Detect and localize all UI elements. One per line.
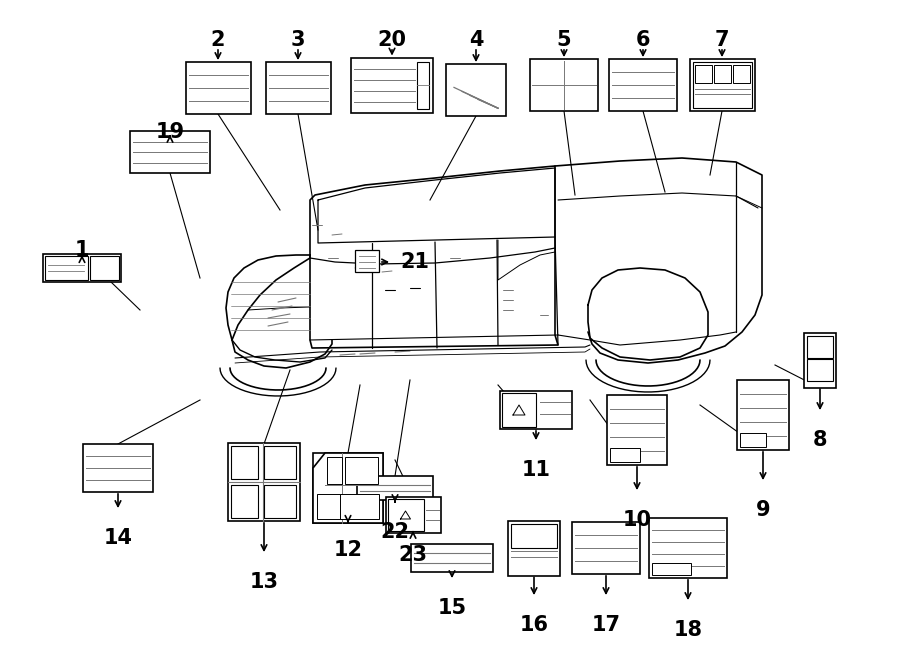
Bar	[351, 58, 433, 112]
Bar	[607, 395, 667, 465]
Bar	[317, 494, 341, 519]
Bar	[327, 457, 342, 484]
Bar	[357, 476, 433, 500]
Bar	[264, 485, 296, 518]
Text: 4: 4	[469, 30, 483, 50]
Bar	[572, 522, 640, 574]
Text: 9: 9	[756, 500, 770, 520]
Bar	[714, 65, 731, 83]
Bar	[511, 524, 557, 548]
Text: 22: 22	[381, 522, 410, 542]
Bar	[807, 336, 833, 358]
Text: 17: 17	[591, 615, 620, 635]
Text: 14: 14	[104, 528, 132, 548]
Text: 5: 5	[557, 30, 572, 50]
Text: 1: 1	[75, 240, 89, 260]
Bar	[185, 62, 250, 114]
Text: 15: 15	[437, 598, 466, 618]
Bar	[313, 453, 383, 523]
Polygon shape	[313, 453, 383, 523]
Text: 6: 6	[635, 30, 650, 50]
Bar	[228, 443, 300, 521]
Bar	[733, 65, 750, 83]
Bar	[411, 544, 493, 572]
Text: 16: 16	[519, 615, 548, 635]
Bar	[649, 518, 727, 578]
Bar	[502, 393, 536, 427]
Bar	[446, 64, 506, 116]
Bar	[804, 332, 836, 387]
Bar	[231, 485, 258, 518]
Bar	[231, 446, 258, 479]
Bar	[609, 59, 677, 111]
Bar	[90, 256, 120, 280]
Bar	[500, 391, 572, 429]
Bar	[266, 62, 330, 114]
Bar	[345, 457, 378, 484]
Bar	[45, 256, 88, 280]
Bar	[388, 499, 424, 531]
Text: 19: 19	[156, 122, 184, 142]
Bar	[689, 59, 754, 111]
Bar	[83, 444, 153, 492]
Bar	[508, 520, 560, 576]
Text: 2: 2	[211, 30, 225, 50]
Text: 23: 23	[399, 545, 427, 565]
Bar	[385, 497, 440, 533]
Text: 10: 10	[623, 510, 652, 530]
Text: 21: 21	[400, 252, 429, 272]
Bar	[740, 432, 766, 446]
Bar	[264, 446, 296, 479]
Bar	[130, 131, 210, 173]
Text: 7: 7	[715, 30, 729, 50]
Bar	[417, 61, 429, 108]
Bar	[610, 447, 640, 461]
Bar	[530, 59, 598, 111]
Bar	[43, 254, 121, 282]
Bar	[692, 62, 752, 108]
Bar	[355, 250, 379, 272]
Bar	[339, 494, 379, 519]
Text: 20: 20	[377, 30, 407, 50]
Bar	[695, 65, 712, 83]
Bar	[737, 380, 789, 450]
Text: 3: 3	[291, 30, 305, 50]
Text: 13: 13	[249, 572, 278, 592]
Text: 18: 18	[673, 620, 703, 640]
Bar	[807, 359, 833, 381]
Bar	[652, 563, 691, 575]
Text: 11: 11	[521, 460, 551, 480]
Text: 12: 12	[334, 540, 363, 560]
Text: 8: 8	[813, 430, 827, 450]
